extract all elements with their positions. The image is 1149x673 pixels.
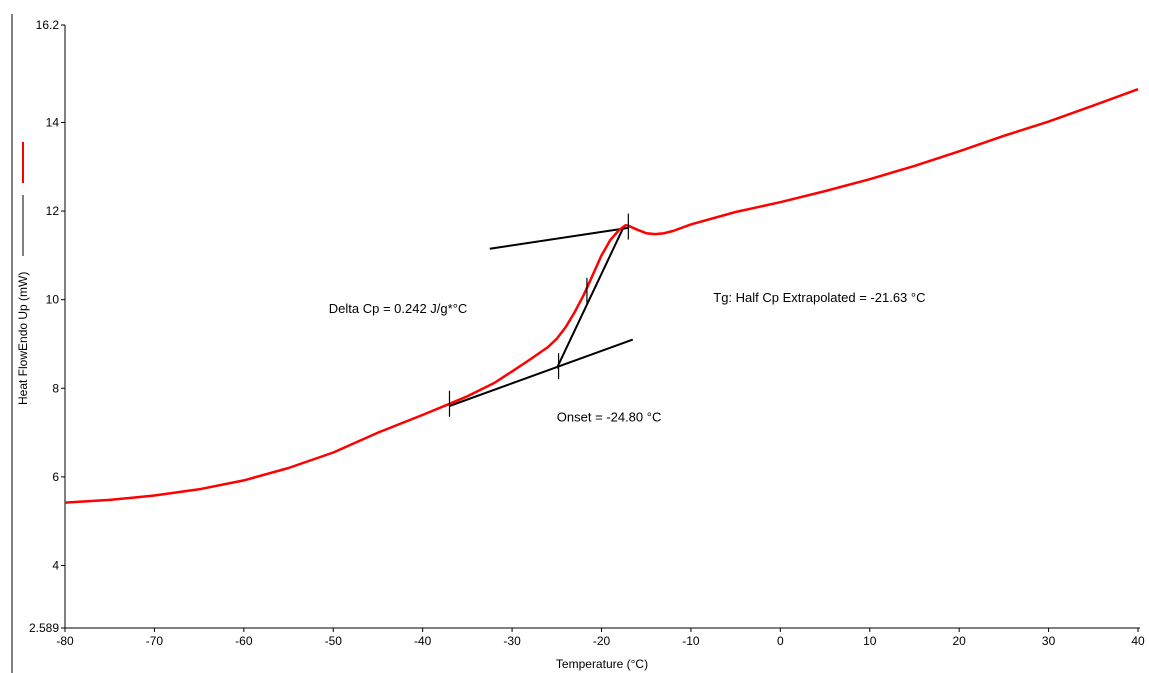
- x-tick-label: -20: [593, 634, 611, 648]
- annotation-label: Tg: Half Cp Extrapolated = -21.63 °C: [713, 290, 925, 305]
- tangent-line: [489, 226, 629, 250]
- y-tick-label: 14: [46, 115, 60, 129]
- x-tick-label: -70: [146, 634, 164, 648]
- x-tick-label: 0: [777, 634, 784, 648]
- y-tick-label: 10: [46, 293, 60, 307]
- x-tick-label: -10: [682, 634, 700, 648]
- x-tick-label: -40: [414, 634, 432, 648]
- y-tick-label: 6: [52, 470, 59, 484]
- y-tick-label: 12: [46, 204, 60, 218]
- x-tick-label: 10: [863, 634, 877, 648]
- x-tick-label: -30: [503, 634, 521, 648]
- x-tick-label: -50: [325, 634, 343, 648]
- tangent-line: [555, 226, 625, 369]
- y-tick-label: 4: [52, 558, 59, 572]
- x-tick-label: 30: [1042, 634, 1056, 648]
- annotation-label: Onset = -24.80 °C: [557, 410, 662, 425]
- x-tick-label: 40: [1131, 634, 1145, 648]
- annotation-label: Delta Cp = 0.242 J/g*°C: [329, 301, 468, 316]
- tangent-line: [449, 338, 634, 407]
- series-line: [64, 88, 1139, 504]
- y-axis-title: Heat FlowEndo Up (mW): [16, 272, 30, 405]
- x-tick-label: -60: [235, 634, 253, 648]
- y-tick-label: 8: [52, 381, 59, 395]
- y-tick-label: 16.2: [36, 18, 60, 32]
- x-axis-title: Temperature (°C): [556, 657, 648, 671]
- y-tick-label: 2.589: [29, 621, 59, 635]
- x-tick-label: -80: [56, 634, 74, 648]
- x-tick-label: 20: [952, 634, 966, 648]
